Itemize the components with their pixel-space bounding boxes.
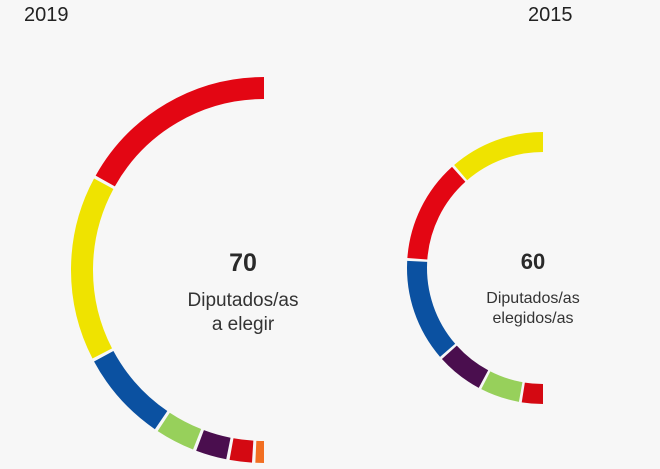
chart-left-slice-3 bbox=[157, 412, 202, 450]
chart-2015-center-label-1: Diputados/as bbox=[486, 290, 579, 307]
chart-left-slice-1 bbox=[71, 178, 114, 359]
chart-right-slice-5 bbox=[521, 382, 544, 404]
chart-left-slice-5 bbox=[229, 438, 254, 463]
chart-right-slice-4 bbox=[481, 371, 523, 402]
chart-2019-center-label-1: Diputados/as bbox=[188, 290, 299, 311]
chart-left-slice-4 bbox=[196, 430, 231, 460]
chart-2015-center-value: 60 bbox=[521, 249, 545, 274]
chart-2015-title: 2015 bbox=[528, 4, 573, 26]
chart-left-slice-0 bbox=[95, 77, 265, 187]
chart-right-slice-2 bbox=[407, 260, 456, 357]
chart-right-slice-3 bbox=[441, 345, 489, 388]
chart-2015: 60 Diputados/as elegidos/as bbox=[407, 132, 580, 404]
chart-right-slice-1 bbox=[407, 166, 466, 260]
chart-left-slice-2 bbox=[94, 350, 168, 430]
chart-2015-center-label-2: elegidos/as bbox=[493, 310, 574, 327]
chart-2019-title: 2019 bbox=[24, 4, 69, 26]
chart-2019: 70 Diputados/as a elegir bbox=[71, 77, 299, 464]
chart-2019-center-value: 70 bbox=[229, 249, 257, 277]
chart-right-slice-0 bbox=[454, 132, 544, 181]
chart-2019-center-label-2: a elegir bbox=[212, 314, 275, 335]
